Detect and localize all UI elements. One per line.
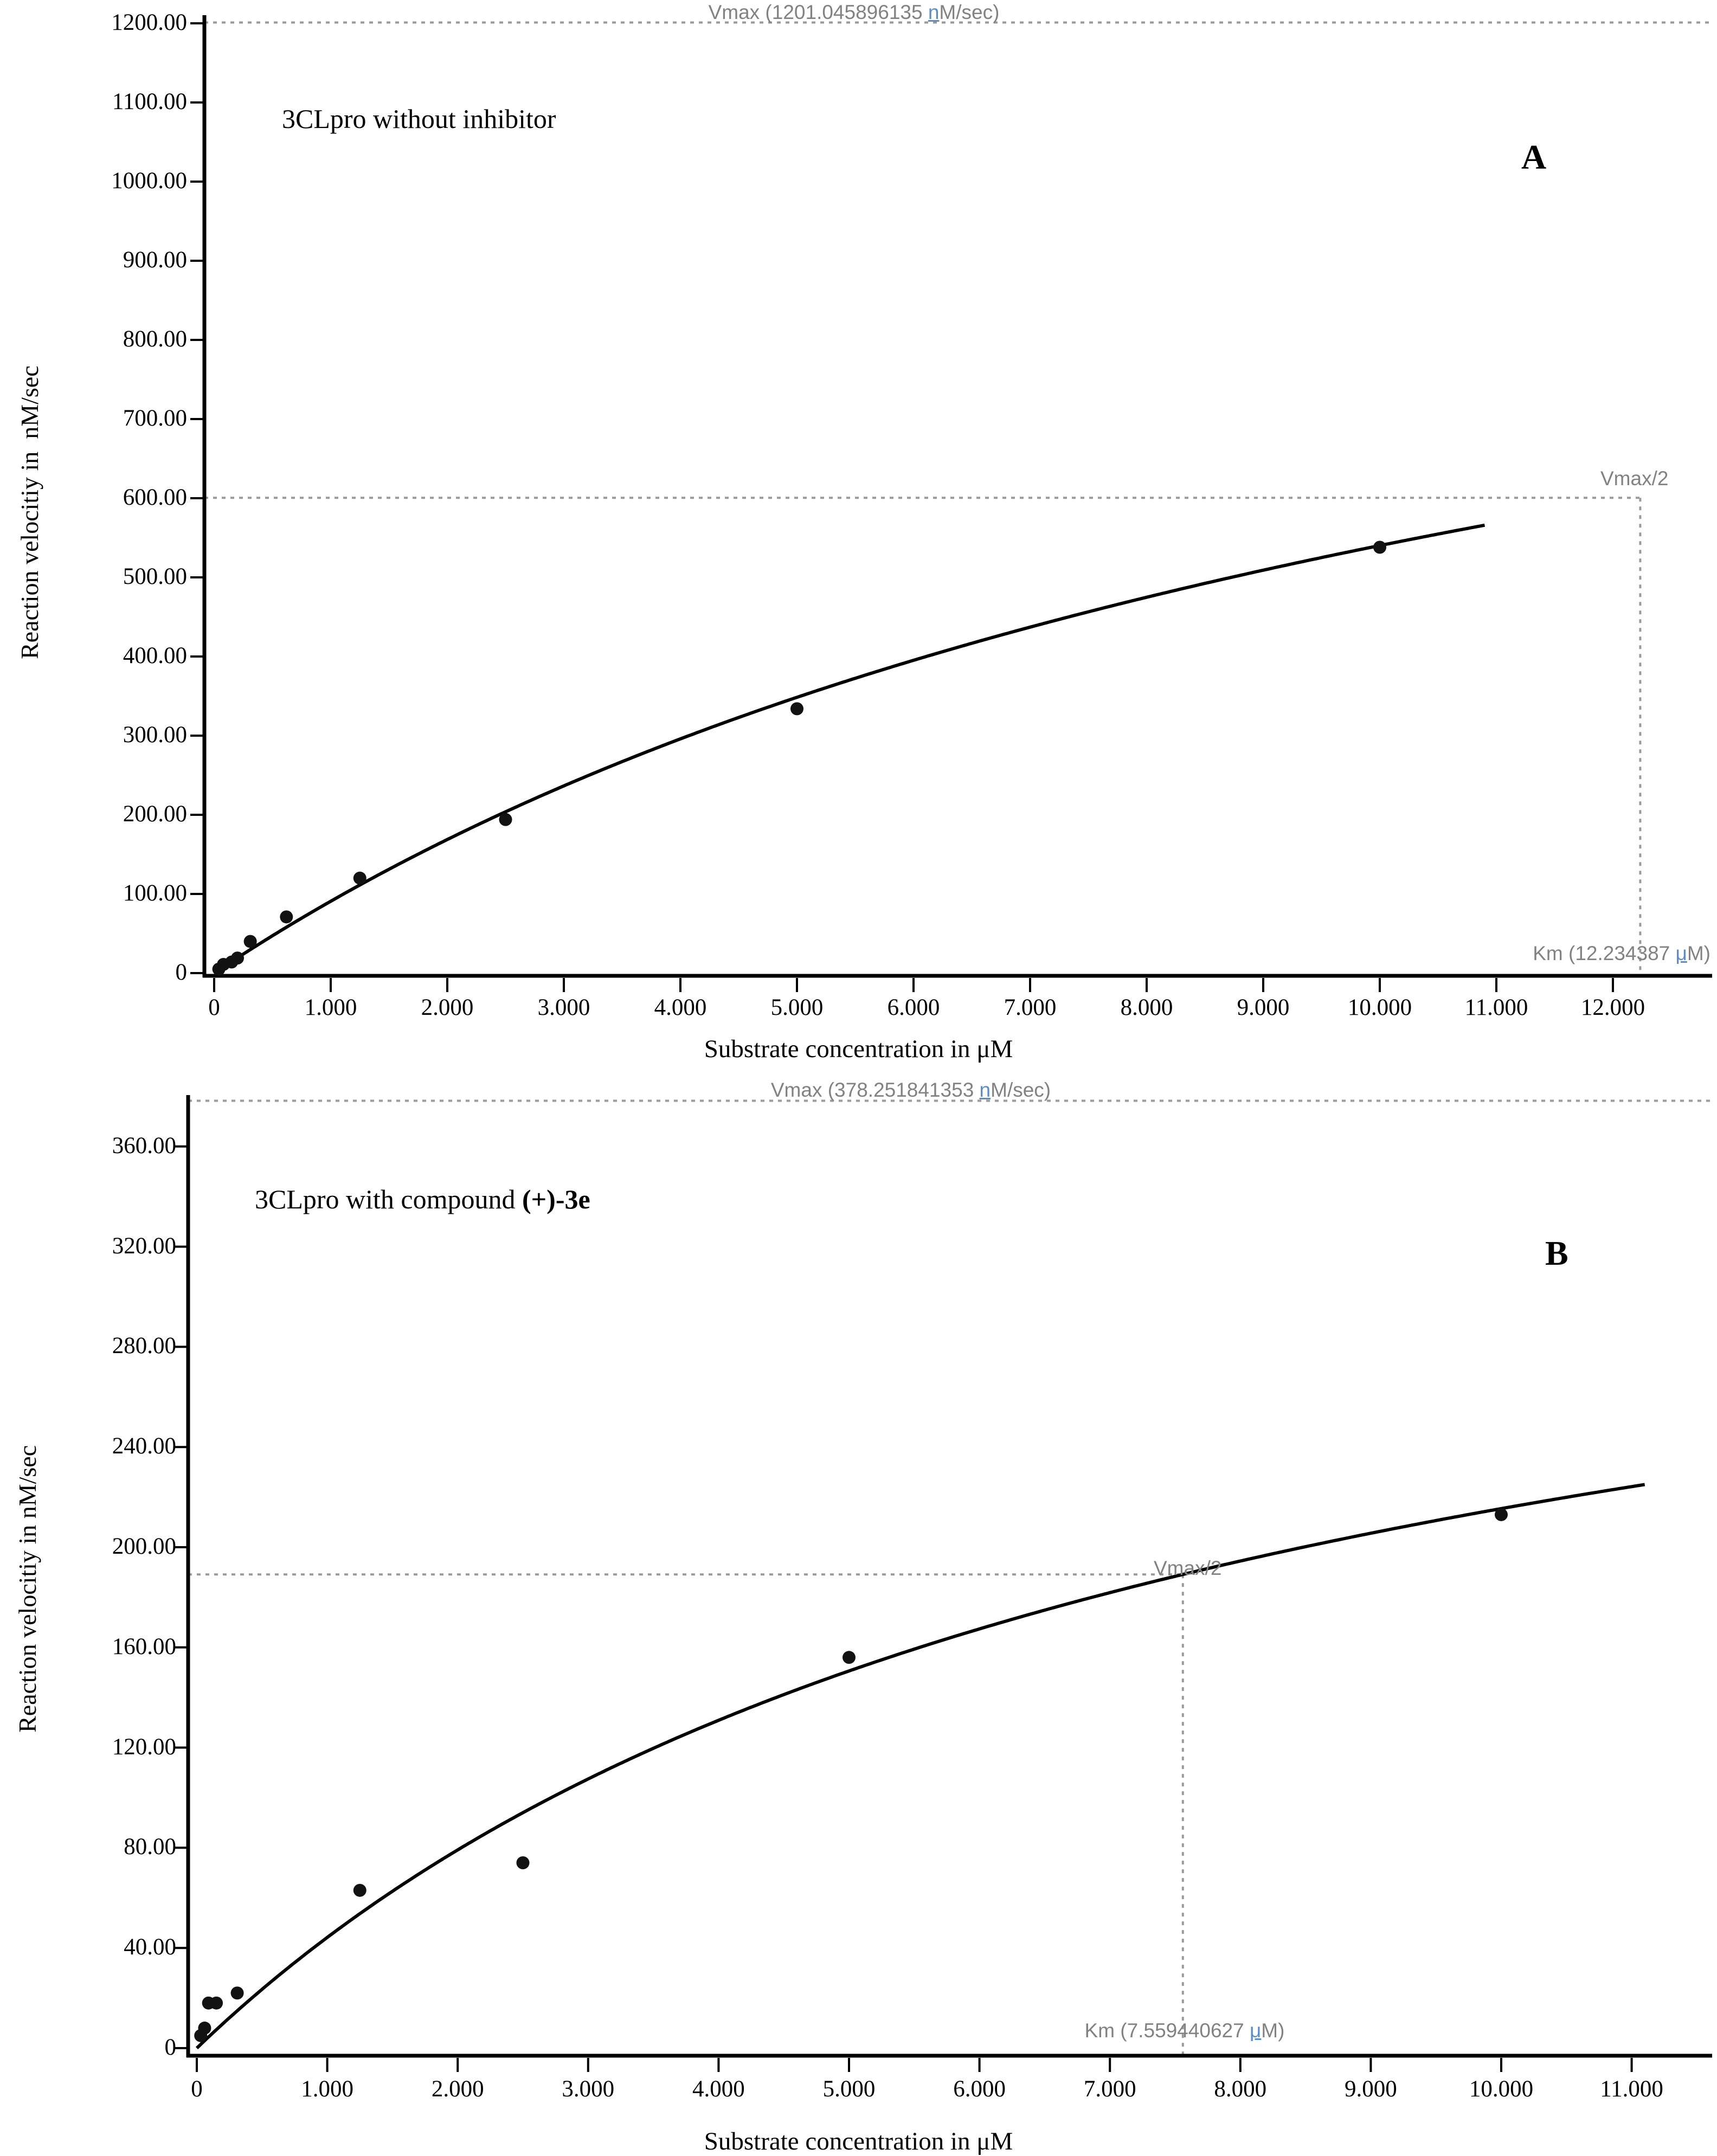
- y-tick-label: 1200.00: [111, 10, 187, 35]
- x-tick-label: 4.000: [654, 995, 707, 1020]
- x-tick-label: 8.000: [1120, 995, 1173, 1020]
- x-tick-label: 7.000: [1004, 995, 1057, 1020]
- data-point: [353, 1883, 366, 1897]
- x-tick-label: 9.000: [1345, 2076, 1397, 2102]
- x-tick-label: 5.000: [822, 2076, 876, 2102]
- x-tick-label: 6.000: [887, 995, 940, 1020]
- y-tick-label: 100.00: [123, 880, 187, 906]
- y-tick-label: 800.00: [123, 326, 187, 352]
- x-tick-label: 2.000: [421, 995, 474, 1020]
- y-tick-label: 160.00: [112, 1633, 176, 1659]
- x-tick-label: 2.000: [431, 2076, 484, 2102]
- panel-a-x-axis-title: Substrate concentration in μM: [704, 1035, 1013, 1063]
- data-point: [231, 951, 244, 965]
- km-annotation-b: Km (7.559440627 μM): [1071, 2020, 1298, 2041]
- km-annotation-a: Km (12.234387 μM): [1533, 943, 1710, 963]
- panel-b-title-bold: (+)-3e: [522, 1184, 590, 1214]
- data-point: [353, 871, 366, 885]
- x-tick-label: 0: [208, 995, 220, 1020]
- panel-b-x-axis-title: Substrate concentration in μM: [704, 2127, 1013, 2155]
- vmax-half-label-a: Vmax/2: [1600, 467, 1669, 490]
- y-tick-label: 200.00: [123, 801, 187, 827]
- data-point: [516, 1856, 530, 1870]
- fit-curve: [195, 1483, 1645, 2050]
- x-tick-label: 10.000: [1469, 2076, 1534, 2102]
- y-tick-label: 300.00: [123, 722, 187, 748]
- y-tick-label: 120.00: [112, 1734, 176, 1760]
- x-tick-label: 0: [191, 2076, 203, 2102]
- vmax-annotation-a-suffix: M/sec): [939, 1, 1000, 23]
- panel-a-title-text: 3CLpro without inhibitor: [282, 104, 556, 134]
- x-tick-label: 8.000: [1214, 2076, 1267, 2102]
- y-tick-label: 320.00: [112, 1233, 176, 1259]
- panel-b-title-text: 3CLpro with compound: [255, 1184, 523, 1214]
- y-tick-label: 500.00: [123, 564, 187, 589]
- y-tick-label: 600.00: [123, 485, 187, 510]
- panel-b: Vmax (378.251841353 nM/sec) 3CLpro with …: [0, 1079, 1717, 2156]
- fit-curve: [213, 523, 1486, 975]
- panel-b-title: 3CLpro with compound (+)-3e: [255, 1185, 590, 1214]
- data-point: [790, 702, 803, 716]
- km-annotation-a-suffix: M): [1687, 942, 1710, 964]
- data-point: [280, 910, 293, 924]
- y-tick-label: 700.00: [123, 406, 187, 431]
- x-tick-label: 5.000: [770, 995, 824, 1020]
- data-point: [198, 2022, 211, 2035]
- y-tick-label: 0: [175, 960, 188, 985]
- panel-b-corner-label: B: [1545, 1234, 1568, 1272]
- x-tick-label: 12.000: [1580, 995, 1645, 1020]
- x-tick-label: 3.000: [562, 2076, 615, 2102]
- x-tick-label: 7.000: [1083, 2076, 1136, 2102]
- x-tick-label: 11.000: [1600, 2076, 1663, 2102]
- x-tick-label: 4.000: [692, 2076, 745, 2102]
- y-tick-label: 280.00: [112, 1333, 176, 1359]
- vmax-annotation-a-text: Vmax (1201.045896135: [708, 1, 928, 23]
- y-tick-label: 40.00: [124, 1934, 176, 1960]
- km-annotation-b-suffix: M): [1261, 2019, 1285, 2042]
- data-point: [843, 1651, 856, 1664]
- km-annotation-a-mu: μ: [1675, 942, 1687, 964]
- panel-a-plot-canvas: [190, 15, 1712, 992]
- x-tick-label: 1.000: [304, 995, 357, 1020]
- x-tick-label: 6.000: [953, 2076, 1006, 2102]
- km-annotation-b-mu: μ: [1249, 2019, 1262, 2042]
- x-tick-label: 11.000: [1464, 995, 1528, 1020]
- y-tick-label: 240.00: [112, 1433, 176, 1459]
- vmax-annotation-b: Vmax (378.251841353 nM/sec): [697, 1080, 1125, 1100]
- x-tick-label: 1.000: [301, 2076, 353, 2102]
- vmax-annotation-b-suffix: M/sec): [991, 1079, 1051, 1101]
- vmax-annotation-b-text: Vmax (378.251841353: [770, 1079, 980, 1101]
- y-tick-label: 1000.00: [111, 168, 187, 194]
- y-tick-label: 900.00: [123, 247, 187, 273]
- x-tick-label: 9.000: [1237, 995, 1290, 1020]
- data-point: [230, 1986, 244, 2000]
- vmax-annotation-a: Vmax (1201.045896135 nM/sec): [640, 2, 1068, 22]
- data-point: [1495, 1508, 1508, 1521]
- data-point: [210, 1996, 223, 2010]
- km-annotation-a-text: Km (12.234387: [1533, 942, 1676, 964]
- y-tick-label: 80.00: [124, 1834, 176, 1860]
- panel-a: Vmax (1201.045896135 nM/sec) 3CLpro with…: [16, 2, 1712, 1063]
- km-annotation-b-text: Km (7.559440627: [1084, 2019, 1250, 2042]
- y-tick-label: 400.00: [123, 643, 187, 668]
- data-point: [499, 813, 512, 826]
- x-tick-label: 3.000: [537, 995, 590, 1020]
- data-point: [243, 935, 257, 948]
- panel-a-corner-label: A: [1521, 138, 1547, 176]
- panel-b-plot-canvas: [174, 1095, 1712, 2072]
- y-tick-label: 360.00: [112, 1132, 176, 1159]
- vmax-annotation-b-unit-n: n: [979, 1079, 991, 1101]
- data-point: [1373, 540, 1386, 554]
- x-tick-label: 10.000: [1347, 995, 1412, 1020]
- vmax-annotation-a-unit-n: n: [928, 1, 940, 23]
- vmax-half-label-b: Vmax/2: [1154, 1557, 1222, 1579]
- y-tick-label: 200.00: [112, 1534, 176, 1559]
- panel-a-title: 3CLpro without inhibitor: [282, 104, 556, 134]
- y-tick-label: 0: [164, 2035, 177, 2060]
- y-tick-label: 1100.00: [112, 89, 187, 114]
